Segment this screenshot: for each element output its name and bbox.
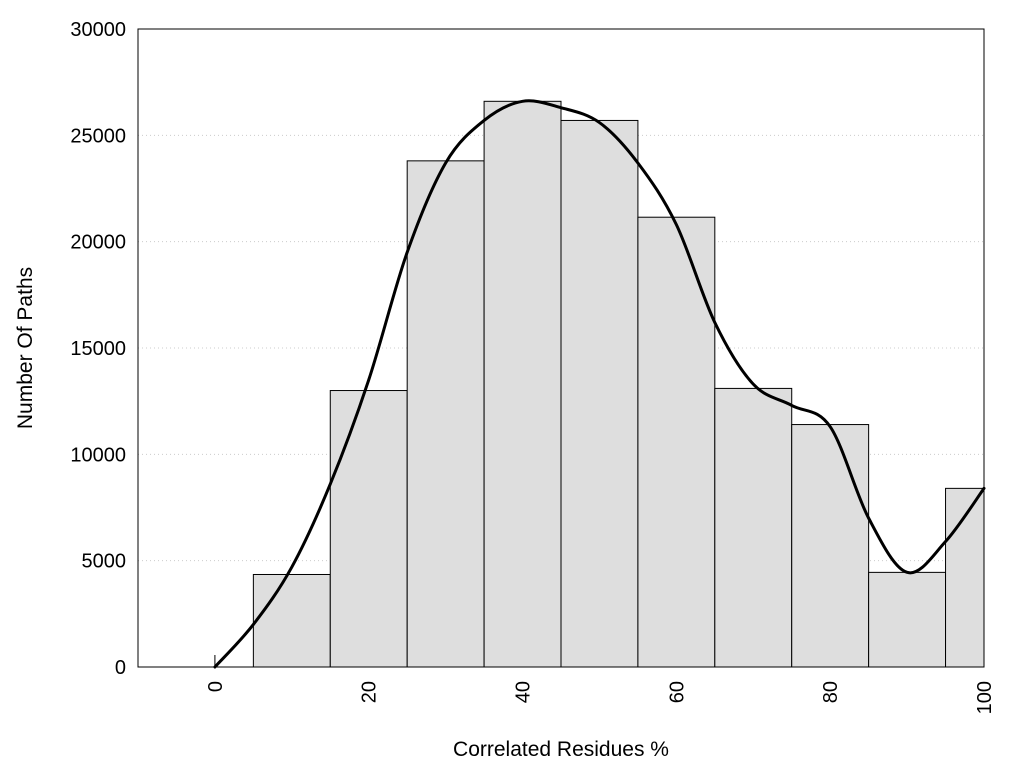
x-tick-labels: 0 20 40 60 80 100	[205, 681, 996, 714]
x-tick-label: 20	[359, 681, 381, 703]
y-axis-label: Number Of Paths	[14, 267, 37, 429]
x-tick-label: 100	[974, 681, 996, 714]
y-tick-label: 15000	[70, 338, 126, 360]
y-tick-label: 30000	[70, 19, 126, 41]
y-tick-label: 20000	[70, 232, 126, 254]
x-axis-label: Correlated Residues %	[453, 738, 669, 761]
histogram-bar	[329, 390, 408, 668]
histogram-bar	[406, 160, 485, 668]
x-tick-label: 0	[205, 681, 227, 692]
y-tick-label: 0	[115, 657, 126, 679]
plot-frame	[137, 28, 985, 668]
y-tick-label: 10000	[70, 444, 126, 466]
histogram-bar	[714, 387, 793, 668]
x-tick-label: 40	[513, 681, 535, 703]
histogram-bar	[868, 571, 947, 668]
histogram-bar	[560, 119, 639, 668]
y-tick-label: 25000	[70, 125, 126, 147]
histogram-bar	[637, 216, 716, 668]
x-tick-label: 60	[666, 681, 688, 703]
x-tick-label: 80	[820, 681, 842, 703]
bars	[214, 100, 985, 668]
y-tick-label: 5000	[82, 551, 127, 573]
histogram-bar	[791, 424, 870, 668]
density-curve	[213, 99, 986, 669]
histogram-bar	[483, 100, 562, 668]
histogram-bar	[252, 573, 331, 668]
curve-line	[213, 99, 986, 669]
y-tick-labels: 0 5000 10000 15000 20000 25000 30000	[70, 19, 126, 679]
